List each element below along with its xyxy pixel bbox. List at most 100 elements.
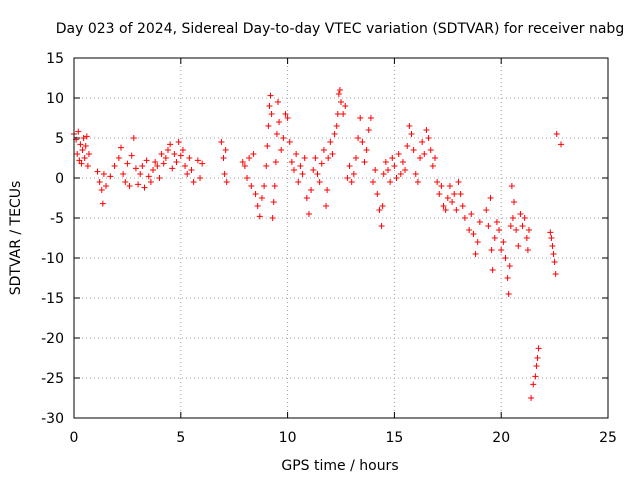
data-point bbox=[374, 191, 381, 197]
data-point bbox=[488, 247, 495, 253]
data-point bbox=[137, 171, 144, 177]
y-axis-label: SDTVAR / TECUs bbox=[8, 181, 24, 296]
data-point bbox=[77, 141, 84, 148]
data-point bbox=[158, 151, 165, 157]
data-point bbox=[263, 163, 270, 169]
data-point bbox=[547, 229, 554, 236]
data-point bbox=[519, 223, 526, 229]
data-point bbox=[421, 151, 428, 157]
data-point bbox=[173, 159, 180, 165]
data-point bbox=[389, 155, 396, 161]
x-tick-label: 5 bbox=[176, 430, 185, 446]
y-tick-label: -30 bbox=[41, 411, 64, 427]
data-point bbox=[532, 373, 539, 380]
data-point bbox=[550, 251, 557, 257]
data-point bbox=[303, 195, 310, 201]
data-point bbox=[280, 135, 287, 141]
y-tick-label: -15 bbox=[41, 291, 64, 307]
data-point bbox=[491, 235, 498, 241]
data-point bbox=[145, 173, 152, 180]
data-point bbox=[308, 187, 315, 193]
data-point bbox=[254, 203, 261, 209]
data-point bbox=[472, 251, 479, 257]
data-point bbox=[393, 175, 400, 181]
data-point bbox=[160, 160, 167, 167]
data-point bbox=[156, 175, 163, 181]
data-point bbox=[117, 144, 124, 151]
data-point bbox=[487, 195, 494, 201]
data-point bbox=[164, 147, 171, 153]
data-point bbox=[132, 165, 139, 172]
data-point bbox=[350, 171, 357, 177]
data-point bbox=[496, 227, 503, 233]
data-point bbox=[98, 187, 105, 193]
x-tick-label: 20 bbox=[492, 430, 510, 446]
data-point bbox=[288, 159, 295, 165]
data-point bbox=[122, 179, 129, 185]
data-point bbox=[367, 115, 374, 121]
data-point bbox=[346, 163, 353, 169]
data-point bbox=[194, 157, 201, 164]
data-point bbox=[453, 207, 460, 213]
data-point bbox=[293, 151, 300, 157]
data-point bbox=[291, 167, 298, 173]
data-point bbox=[126, 183, 133, 189]
data-point bbox=[455, 179, 462, 185]
data-point bbox=[357, 115, 364, 121]
data-point bbox=[348, 179, 355, 185]
data-point bbox=[549, 243, 556, 249]
data-point bbox=[150, 167, 157, 173]
data-point bbox=[310, 167, 317, 173]
data-point bbox=[352, 155, 359, 161]
data-point bbox=[141, 184, 148, 191]
y-tick-label: -25 bbox=[41, 371, 64, 387]
y-axis: 15 10 5 0 -5 -10 -15 -20 -25 -30 bbox=[41, 51, 608, 427]
x-axis-label: GPS time / hours bbox=[281, 458, 398, 474]
data-point bbox=[286, 139, 293, 145]
data-point bbox=[333, 123, 340, 129]
data-point bbox=[268, 111, 275, 117]
data-point bbox=[380, 171, 387, 177]
data-point bbox=[265, 123, 272, 129]
data-point bbox=[329, 151, 336, 157]
x-axis: 0 5 10 15 20 25 bbox=[70, 58, 617, 446]
data-point bbox=[188, 167, 195, 173]
data-point bbox=[517, 211, 524, 217]
data-point bbox=[241, 163, 248, 169]
data-point bbox=[274, 99, 281, 105]
data-point bbox=[504, 275, 511, 281]
y-tick-label: 0 bbox=[55, 171, 64, 187]
data-point bbox=[244, 175, 251, 181]
data-point bbox=[80, 135, 87, 141]
data-point bbox=[130, 135, 137, 141]
data-point bbox=[78, 160, 85, 167]
data-point bbox=[222, 147, 229, 153]
y-tick-label: -5 bbox=[50, 211, 64, 227]
data-point bbox=[248, 183, 255, 189]
data-point bbox=[139, 163, 146, 169]
data-point bbox=[525, 227, 532, 233]
data-point bbox=[324, 187, 331, 193]
data-point bbox=[312, 155, 319, 161]
data-point bbox=[530, 381, 537, 388]
data-point bbox=[342, 103, 349, 109]
data-point bbox=[414, 179, 421, 185]
data-point bbox=[365, 127, 372, 133]
data-point bbox=[361, 159, 368, 165]
data-point bbox=[370, 179, 377, 185]
data-point bbox=[436, 191, 443, 197]
plot-frame bbox=[73, 57, 609, 419]
data-point bbox=[485, 223, 492, 229]
data-point bbox=[528, 395, 535, 401]
data-point bbox=[299, 171, 306, 177]
data-point bbox=[406, 123, 413, 129]
data-point bbox=[474, 239, 481, 245]
data-point bbox=[412, 171, 419, 177]
data-point bbox=[498, 247, 505, 253]
y-tick-label: 5 bbox=[55, 131, 64, 147]
data-point bbox=[461, 215, 468, 221]
data-point bbox=[278, 147, 285, 153]
data-point bbox=[318, 160, 325, 167]
data-point bbox=[314, 171, 321, 177]
